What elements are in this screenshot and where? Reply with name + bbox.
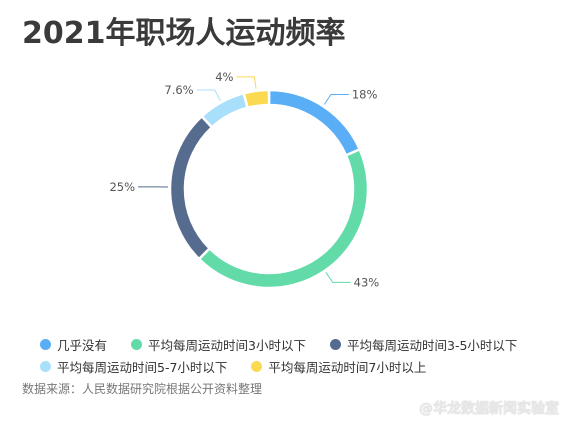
- legend-item-0[interactable]: 几乎没有: [40, 335, 107, 354]
- donut-slice-4[interactable]: [242, 88, 271, 110]
- legend-label-3: 平均每周运动时间5-7小时以下: [57, 359, 228, 375]
- legend-swatch-0: [40, 338, 51, 350]
- legend-label-1: 平均每周运动时间3小时以下: [148, 337, 306, 353]
- slice-value-label-2: 25%: [109, 180, 135, 194]
- donut-slice-3[interactable]: [199, 91, 250, 130]
- leader-line-1: [325, 272, 351, 283]
- legend-label-2: 平均每周运动时间3-5小时以下: [346, 337, 518, 353]
- legend-row-1: 几乎没有 平均每周运动时间3小时以下 平均每周运动时间3-5小时以下: [40, 333, 560, 355]
- donut-slice-1[interactable]: [197, 147, 370, 290]
- legend-swatch-1: [131, 338, 143, 350]
- leader-line-0: [323, 93, 349, 105]
- slice-value-label-4: 4%: [215, 70, 233, 84]
- legend-swatch-3: [40, 360, 51, 372]
- watermark: @华龙数据新闻实验室: [419, 401, 559, 417]
- legend-swatch-4: [251, 360, 263, 372]
- chart-title: 2021年职场人运动频率: [22, 16, 346, 51]
- leader-line-4: [236, 76, 257, 89]
- slice-value-label-0: 18%: [352, 87, 378, 101]
- legend-item-3[interactable]: 平均每周运动时间5-7小时以下: [40, 357, 227, 376]
- legend-item-1[interactable]: 平均每周运动时间3小时以下: [131, 335, 306, 354]
- slice-value-label-1: 43%: [354, 275, 380, 289]
- legend-label-0: 几乎没有: [57, 337, 108, 353]
- leader-line-3: [196, 89, 221, 101]
- donut-slice-2[interactable]: [168, 114, 214, 261]
- legend-item-2[interactable]: 平均每周运动时间3-5小时以下: [329, 335, 518, 354]
- legend-item-4[interactable]: 平均每周运动时间7小时以上: [251, 357, 426, 376]
- chart-legend: 几乎没有 平均每周运动时间3小时以下 平均每周运动时间3-5小时以下 平均每周运…: [40, 333, 560, 377]
- legend-row-2: 平均每周运动时间5-7小时以下 平均每周运动时间7小时以上: [40, 355, 560, 377]
- legend-swatch-2: [329, 338, 341, 350]
- legend-label-4: 平均每周运动时间7小时以上: [268, 359, 427, 375]
- donut-slice-0[interactable]: [267, 88, 362, 158]
- slice-value-label-3: 7.6%: [164, 83, 193, 97]
- data-source-note: 数据来源：人民数据研究院根据公开资料整理: [22, 382, 263, 396]
